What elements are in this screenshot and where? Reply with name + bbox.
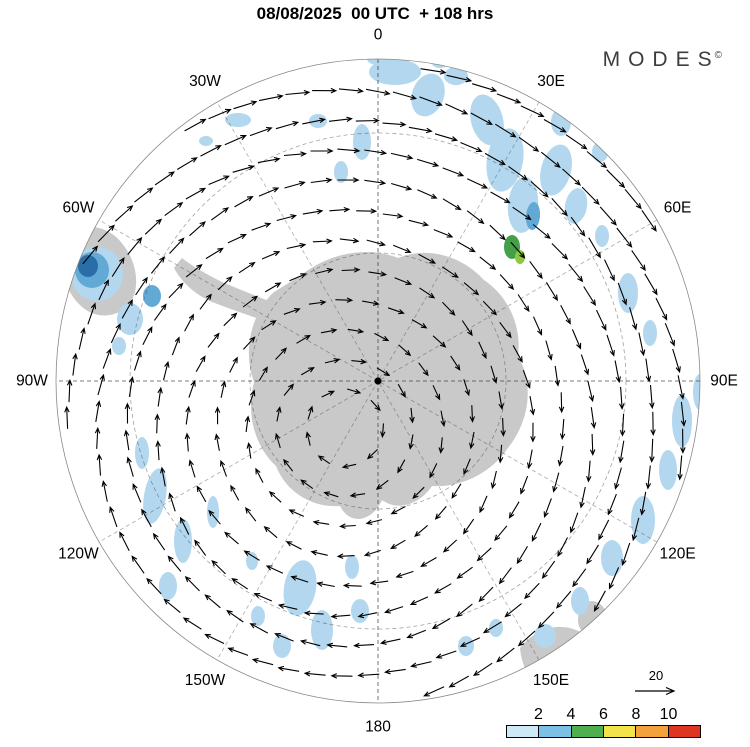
longitude-label: 120W [58,546,99,563]
precip-shading [564,188,588,224]
precip-shading [444,67,468,85]
legend-tick: 4 [566,706,576,723]
precip-shading [672,395,692,447]
land-mass [248,252,528,519]
wind-reference: 20 [632,668,680,702]
legend-tick: 10 [659,706,678,723]
wind-reference-arrow [635,686,676,696]
wind-vector-field [64,68,687,697]
map-rim [55,58,701,704]
precip-shading [525,202,541,230]
modes-logo-text: MODES [602,48,720,71]
longitude-label: 120E [659,546,695,563]
precip-shading [251,606,265,626]
land-mass [174,258,304,332]
precip-shading [369,59,421,85]
legend-tick: 6 [599,706,608,723]
precip-shading [470,94,504,146]
precip-shading [117,303,143,335]
precip-legend: 2 4 6 8 10 [506,706,701,738]
longitude-label: 30E [537,73,565,90]
longitude-label: 180 [365,719,391,736]
longitude-label: 0 [374,27,383,44]
longitude-label: 60E [664,200,692,217]
precip-shading [174,519,192,563]
precip-shading [311,610,333,650]
precip-shading [515,250,525,264]
precip-shading [143,468,167,524]
legend-color-segment [538,726,571,737]
longitude-label: 90W [16,373,48,390]
precip-shading [199,136,213,146]
legend-tick: 8 [631,706,641,723]
precip-shading [353,124,371,160]
precip-shading [135,437,149,469]
precip-shading [618,273,638,313]
precip-shading [431,59,449,68]
legend-color-segment [570,726,603,737]
precip-shading [207,496,219,528]
precip-shading [351,599,369,623]
precip-shading [534,624,556,648]
longitude-label: 60W [62,200,94,217]
modes-logo: MODES© [603,48,722,72]
copyright-mark: © [714,50,722,61]
precip-shading [143,285,161,307]
precip-shading [595,225,609,247]
wind-reference-value: 20 [648,668,664,683]
precip-shading [112,337,126,355]
precip-shading [273,634,291,658]
legend-tick-labels: 2 4 6 8 10 [506,706,701,725]
precip-shading [571,587,589,615]
legend-tick: 2 [534,706,543,723]
precip-shading [283,560,317,616]
precip-shading [159,572,177,600]
precip-shading [345,555,359,579]
precip-shading [225,113,251,127]
precip-shading [78,255,98,277]
precip-shading [643,320,657,346]
legend-color-segment [635,726,668,737]
precip-shading [486,128,524,192]
precip-shading [246,552,258,570]
pole-dot [374,377,382,385]
precip-shading [601,540,623,576]
precip-shading [592,142,608,162]
longitude-label: 150E [533,672,569,689]
latitude-gridline [249,252,507,510]
longitude-label: 90E [710,373,738,390]
precip-shading [334,161,348,183]
legend-color-segment [602,726,636,737]
precip-shading [659,450,677,490]
page-title: 08/08/2025 00 UTC + 108 hrs [256,4,494,23]
legend-color-segment [667,726,700,737]
longitude-label: 30W [189,73,221,90]
legend-color-segment [507,726,539,737]
legend-colorbar [506,725,701,738]
precip-shading [367,59,389,65]
longitude-label: 150W [185,672,226,689]
precip-shading [693,374,700,410]
precip-shading [631,496,655,544]
